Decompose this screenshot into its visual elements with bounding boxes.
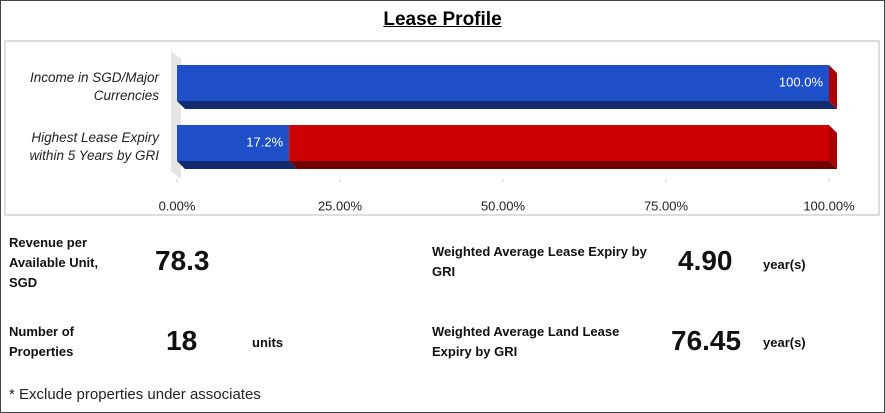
metric-value: 76.45: [671, 325, 742, 356]
bar: [177, 65, 829, 101]
bar-side: [829, 65, 837, 109]
metric-value: 4.90: [678, 245, 733, 276]
metric-label: Weighted Average Lease Expiry by GRI: [432, 244, 647, 279]
bar: [177, 125, 290, 161]
x-tick-label: 50.00%: [481, 198, 526, 213]
metric-label: Number of Properties: [9, 324, 74, 359]
x-tick-label: 0.00%: [159, 198, 196, 213]
data-label: 17.2%: [246, 134, 283, 149]
metric-unit: units: [252, 335, 284, 350]
bar: [289, 125, 829, 161]
data-label: 100.0%: [779, 74, 824, 89]
metric-unit: year(s): [763, 335, 806, 350]
x-tick-label: 100.00%: [803, 198, 855, 213]
title: Lease Profile: [383, 9, 502, 30]
metric-value: 78.3: [155, 245, 210, 276]
bar-depth: [289, 161, 837, 169]
chart: 0.00% 25.00% 50.00% 75.00% 100.00% 100.0% 17.2…: [4, 40, 880, 216]
x-tick-label: 25.00%: [318, 198, 363, 213]
bar-side: [829, 125, 837, 169]
metric-label: Weighted Average Land Lease Expiry by GR…: [432, 324, 620, 359]
category-label: Highest Lease Expiry within 5 Years by G…: [29, 130, 159, 163]
bar-depth: [177, 101, 837, 109]
x-tick-label: 75.00%: [644, 198, 689, 213]
footnote: * Exclude properties under associates: [9, 386, 261, 403]
bar-depth: [177, 161, 298, 169]
metric-unit: year(s): [763, 257, 806, 272]
metric-value: 18: [166, 325, 198, 356]
category-label: Income in SGD/Major Currencies: [29, 70, 159, 103]
metric-label: Revenue per Available Unit, SGD: [9, 235, 99, 290]
